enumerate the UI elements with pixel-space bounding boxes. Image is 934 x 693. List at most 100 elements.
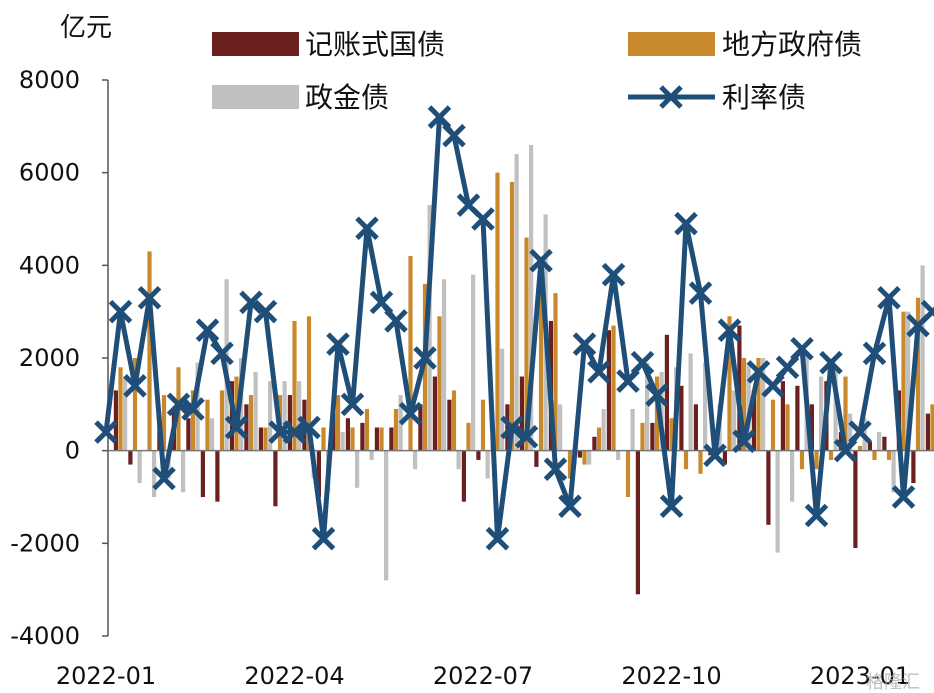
bar [451,390,457,451]
y-tick-label: 8000 [19,66,80,94]
bar [205,399,210,451]
marker-x [442,123,466,148]
bars-group [113,144,934,595]
bar [384,450,389,581]
marker-x [558,494,582,519]
bar [645,362,650,451]
bar [524,237,529,451]
bar [263,427,268,451]
bar [669,418,674,451]
marker-x [369,290,394,315]
bar [819,376,824,451]
bar [123,376,128,451]
bar [219,390,225,451]
bar [756,358,761,451]
bar [679,385,684,451]
marker-x [297,415,321,440]
bar [640,422,645,451]
legend-marker-x [659,85,683,109]
bar [258,427,263,451]
bar [128,450,133,465]
bar [379,427,384,451]
bar [683,450,689,470]
bar [210,418,215,451]
bar [273,450,278,507]
bar [466,422,471,451]
bar [432,376,437,451]
bar [843,376,848,451]
bar [316,450,321,497]
bar [408,256,413,451]
bar [413,450,418,470]
bar [799,450,805,470]
bar [505,404,510,451]
marker-x [688,281,713,305]
marker-x [471,207,495,231]
bar [297,381,302,451]
legend-label: 政金债 [305,81,389,114]
marker-x [645,383,669,407]
marker-x [833,438,858,463]
marker-x [601,262,626,287]
bar [770,399,776,451]
bar [592,436,597,451]
legend-swatch [628,32,715,56]
marker-x [717,318,742,342]
x-tick-label: 2022-04 [244,662,344,690]
bar [509,181,515,451]
bar [393,408,399,451]
bar [447,399,452,451]
bar [616,450,621,460]
marker-x [877,285,901,310]
bar [872,450,877,460]
series-line [103,114,934,542]
bar [437,316,442,451]
bar [118,367,123,451]
marker-x [790,336,814,361]
marker-x [427,105,452,129]
bar [514,154,519,451]
marker-x [311,526,336,551]
bar [703,362,708,451]
bar [282,381,287,451]
marker-x [485,526,510,551]
bar [340,432,345,451]
bar [785,404,790,451]
bar [500,348,505,451]
marker-x [674,211,698,236]
marker-x [659,494,684,519]
bar [693,404,698,451]
y-tick-label: 6000 [19,159,80,187]
bar [161,395,167,451]
marker-x [181,397,205,421]
legend-label: 记账式国债 [305,28,445,61]
bar [389,427,394,451]
marker-x [398,401,423,426]
bar [766,450,771,525]
marker-x [94,420,118,444]
x-axis: 2022-01 2022-04 2022-07 2022-10 2023-01 [56,662,910,690]
bar [814,450,819,470]
bar [480,399,486,451]
marker-x [195,318,220,342]
bar [364,408,370,451]
bar [152,450,157,497]
marker-x [543,457,568,481]
bar [553,293,558,451]
y-tick-label: 4000 [19,251,80,279]
x-tick-label: 2023-01 [810,662,910,690]
marker-x [616,369,640,393]
bar [350,427,355,451]
bar [190,390,196,451]
marker-x [137,285,162,310]
bar [925,413,930,451]
x-tick-label: 2022-10 [621,662,721,690]
bar [587,450,592,465]
bar [248,395,254,451]
bar [761,358,766,451]
y-tick-label: -4000 [10,622,80,650]
marker-x [413,346,437,370]
marker-x [326,332,350,356]
